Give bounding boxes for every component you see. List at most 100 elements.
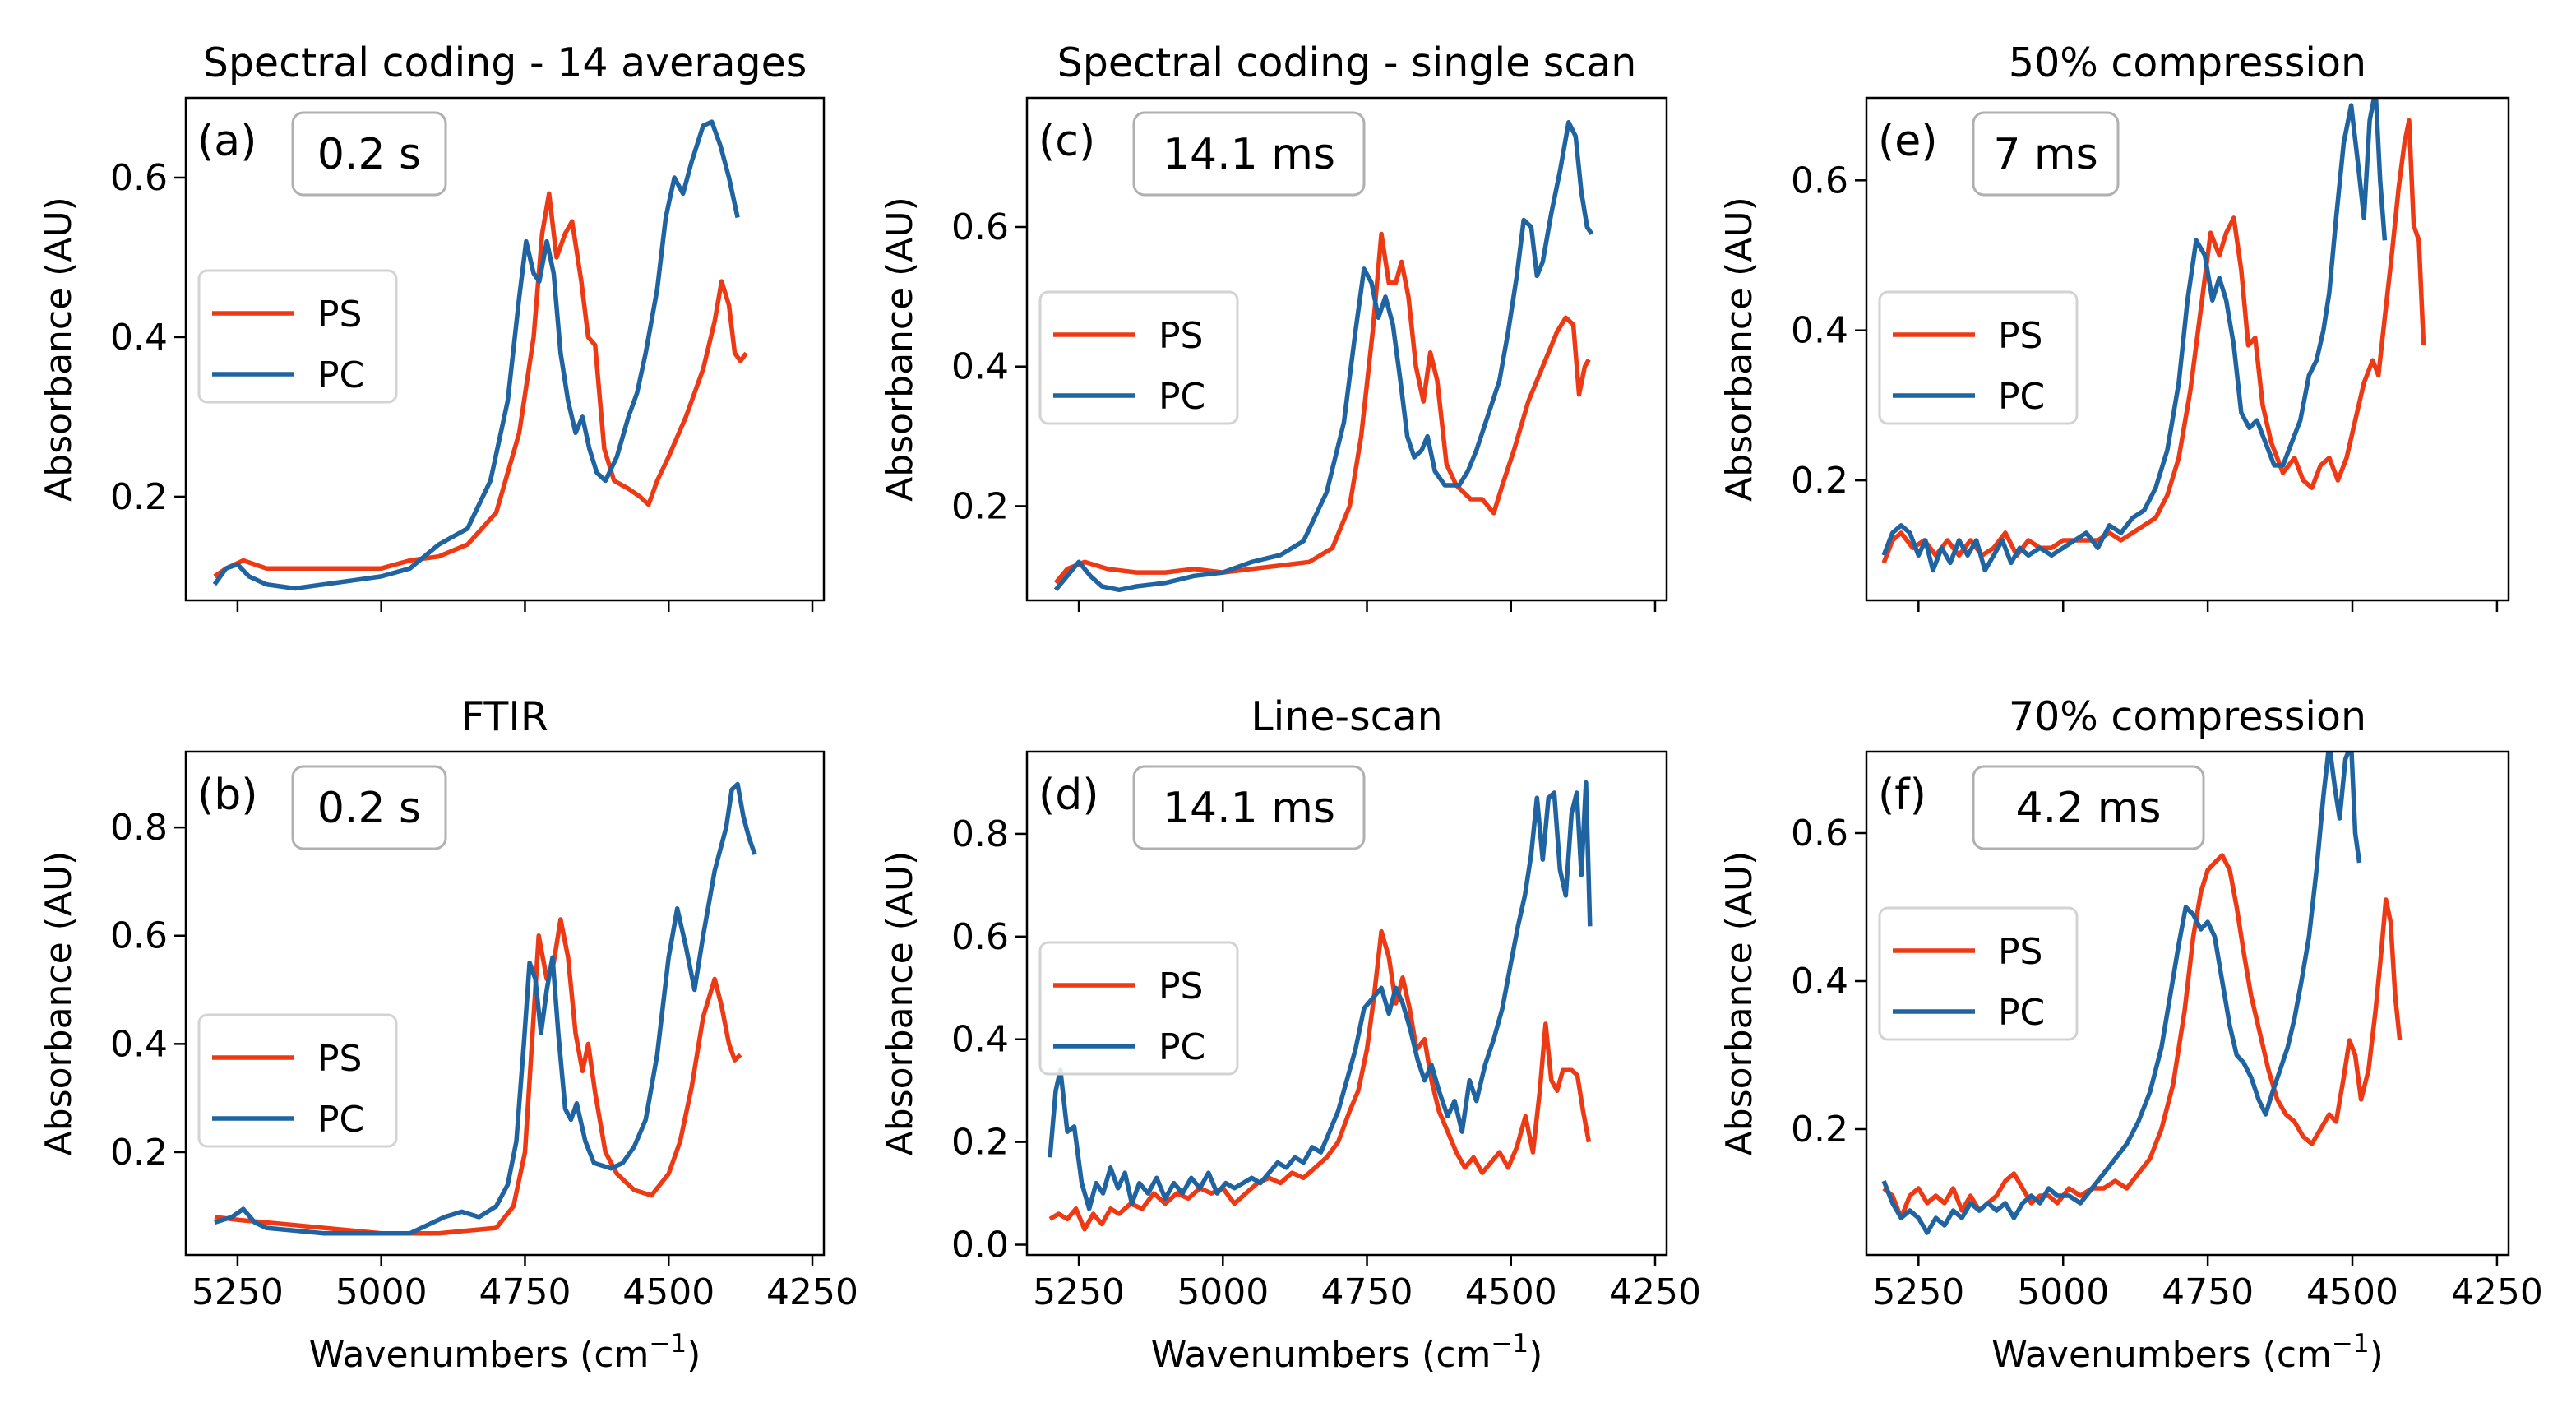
legend — [1038, 290, 1239, 425]
y-tick-label: 0.6 — [1791, 160, 1848, 201]
series-line-pc — [1053, 119, 1594, 593]
y-tick-label: 0.8 — [951, 813, 1009, 855]
time-badge-text: 7 ms — [1993, 130, 2097, 179]
y-tick-label: 0.6 — [110, 915, 168, 957]
y-axis-label: Absorbance (AU) — [879, 197, 921, 502]
chart-title: Spectral coding - 14 averages — [203, 39, 807, 86]
chart-title: 50% compression — [2009, 39, 2366, 86]
x-tick-label: 5250 — [1033, 1271, 1125, 1313]
legend-label-ps: PS — [1159, 315, 1203, 357]
y-tick-label: 0.2 — [110, 476, 168, 518]
panel-a: Spectral coding - 14 averages 0.2 0.4 0.6 Ab… — [38, 39, 826, 612]
y-axis-label: Absorbance (AU) — [1718, 851, 1760, 1156]
x-tick-label: 5250 — [1872, 1271, 1964, 1313]
y-tick-label: 0.2 — [1791, 460, 1848, 502]
series-line-ps — [1882, 853, 2403, 1220]
chart-title: Line-scan — [1251, 693, 1442, 740]
legend-label-ps: PS — [1998, 931, 2042, 973]
y-tick-label: 0.4 — [1791, 961, 1848, 1002]
axes-frame — [1865, 96, 2510, 602]
legend-label-ps: PS — [317, 294, 362, 336]
y-tick-label: 0.2 — [951, 1122, 1009, 1164]
axes-frame — [1865, 750, 2510, 1257]
y-axis-label: Absorbance (AU) — [1718, 197, 1760, 502]
time-badge — [291, 765, 447, 850]
series-line-pc — [212, 119, 740, 591]
time-badge — [291, 111, 447, 197]
x-tick-label: 5000 — [335, 1271, 428, 1313]
legend-label-pc: PC — [317, 1099, 364, 1141]
legend-label-ps: PS — [1159, 965, 1203, 1007]
x-tick-label: 4250 — [1609, 1271, 1701, 1313]
axes-frame — [184, 96, 826, 602]
panel-b: FTIR 5250 5000 4750 4500 4250 0.2 0.4 0.6 0.8 Abso… — [38, 693, 858, 1376]
axes-frame — [1025, 750, 1668, 1257]
panel-c: Spectral coding - single scan 0.2 0.4 0.6 Ab… — [879, 39, 1668, 612]
y-tick-label: 0.8 — [110, 807, 168, 849]
x-tick-label: 5000 — [1177, 1271, 1269, 1313]
x-axis-label: Wavenumbers (cm−1) — [309, 1329, 701, 1376]
x-tick-label: 4750 — [1321, 1271, 1413, 1313]
y-tick-label: 0.6 — [1791, 813, 1848, 854]
panel-label: (d) — [1038, 771, 1099, 820]
panel-e: 50% compression 0.2 0.4 0.6 Absorbance (AU) (… — [1718, 39, 2510, 612]
y-axis-label: Absorbance (AU) — [38, 851, 80, 1156]
time-badge — [1972, 111, 2120, 197]
x-tick-label: 4500 — [622, 1271, 715, 1313]
time-badge — [1132, 111, 1366, 197]
x-tick-label: 4500 — [2306, 1271, 2398, 1313]
legend — [1038, 941, 1239, 1076]
panel-f: 70% compression 5250 5000 4750 4500 4250 0.2 0.… — [1718, 693, 2543, 1376]
legend — [1878, 290, 2079, 425]
panel-label: (a) — [197, 117, 257, 166]
series-line-ps — [213, 191, 748, 579]
panel-label: (c) — [1038, 117, 1095, 166]
x-tick-label: 4250 — [766, 1271, 858, 1313]
y-tick-label: 0.2 — [110, 1132, 168, 1174]
time-badge-text: 0.2 s — [317, 784, 421, 833]
legend-label-pc: PC — [1159, 376, 1205, 418]
series-line-pc — [1881, 98, 2388, 573]
time-badge-text: 0.2 s — [317, 130, 421, 179]
panel-d: Line-scan 5250 5000 4750 4500 4250 0.0 0.2 0.4 0.… — [879, 693, 1701, 1376]
series-line-pc — [1881, 752, 2362, 1235]
axes-frame — [184, 750, 826, 1257]
y-tick-label: 0.0 — [951, 1225, 1009, 1266]
x-tick-label: 4250 — [2451, 1271, 2543, 1313]
y-tick-label: 0.2 — [1791, 1109, 1848, 1151]
x-axis-label: Wavenumbers (cm−1) — [1991, 1329, 2384, 1376]
series-line-ps — [1048, 928, 1592, 1232]
panel-label: (f) — [1878, 771, 1926, 820]
y-tick-label: 0.4 — [1791, 310, 1848, 352]
x-tick-label: 5000 — [2017, 1271, 2109, 1313]
legend-label-pc: PC — [1998, 376, 2045, 418]
y-axis-label: Absorbance (AU) — [38, 197, 80, 502]
y-axis-label: Absorbance (AU) — [879, 851, 921, 1156]
series-line-ps — [1053, 231, 1591, 585]
legend — [1878, 906, 2079, 1041]
y-tick-label: 0.4 — [110, 317, 168, 359]
x-axis-label: Wavenumbers (cm−1) — [1151, 1329, 1543, 1376]
x-tick-label: 4750 — [2162, 1271, 2254, 1313]
panel-label: (e) — [1878, 117, 1938, 166]
time-badge-text: 14.1 ms — [1163, 130, 1335, 179]
chart-title: Spectral coding - single scan — [1057, 39, 1637, 86]
panel-label: (b) — [197, 771, 258, 820]
time-badge — [1132, 765, 1366, 850]
series-line-pc — [214, 781, 757, 1236]
x-tick-label: 4500 — [1465, 1271, 1557, 1313]
y-tick-label: 0.6 — [951, 206, 1009, 248]
legend-label-pc: PC — [317, 354, 364, 396]
chart-title: 70% compression — [2009, 693, 2366, 740]
chart-title: FTIR — [461, 693, 548, 740]
time-badge-text: 4.2 ms — [2016, 784, 2162, 833]
x-tick-label: 5250 — [192, 1271, 284, 1313]
y-tick-label: 0.6 — [110, 157, 168, 199]
y-tick-label: 0.4 — [951, 346, 1009, 388]
series-line-pc — [1048, 780, 1593, 1211]
legend-label-ps: PS — [317, 1038, 362, 1080]
y-tick-label: 0.4 — [110, 1023, 168, 1065]
time-badge-text: 14.1 ms — [1163, 784, 1335, 833]
legend — [197, 1013, 398, 1148]
